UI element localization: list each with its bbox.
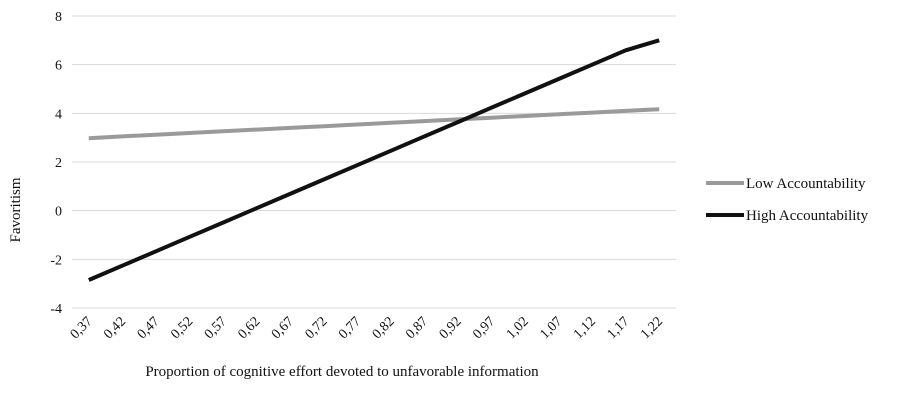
y-tick-label: -4 [50, 302, 62, 317]
y-tick-label: 4 [55, 107, 62, 122]
y-tick-label: 2 [55, 156, 62, 171]
x-tick-label: 0,42 [101, 314, 129, 342]
x-tick-label: 0,62 [235, 314, 263, 342]
legend: Low Accountability High Accountability [706, 176, 869, 224]
y-axis-ticks: -4 -2 0 2 4 6 8 [50, 10, 62, 317]
legend-label: Low Accountability [746, 176, 866, 192]
gridlines [72, 15, 676, 309]
legend-label: High Accountability [746, 208, 869, 224]
series-line-0 [88, 107, 660, 141]
series-lines [88, 38, 660, 282]
x-tick-label: 1,22 [638, 314, 666, 342]
x-tick-label: 0,72 [303, 314, 331, 342]
y-tick-label: 6 [55, 59, 62, 74]
x-tick-label: 0,47 [135, 314, 163, 342]
x-tick-label: 0,97 [470, 314, 498, 342]
x-axis-ticks: 0,37 0,42 0,47 0,52 0,57 0,62 0,67 0,72 0,77 0,82… [68, 314, 666, 342]
y-tick-label: 0 [55, 205, 62, 220]
x-tick-label: 1,17 [605, 314, 633, 342]
x-tick-label: 0,67 [269, 314, 297, 342]
x-tick-label: 1,12 [571, 314, 599, 342]
x-tick-label: 0,52 [168, 314, 196, 342]
y-tick-label: 8 [55, 10, 62, 25]
series-line-1 [88, 38, 660, 282]
x-tick-label: 1,07 [537, 314, 565, 342]
x-axis-title: Proportion of cognitive effort devoted t… [145, 364, 539, 380]
x-tick-label: 1,02 [504, 314, 532, 342]
x-tick-label: 0,92 [437, 314, 465, 342]
x-tick-label: 0,57 [202, 314, 230, 342]
x-tick-label: 0,77 [336, 314, 364, 342]
y-axis-title: Favoritism [8, 177, 24, 242]
y-tick-label: -2 [50, 253, 62, 268]
x-tick-label: 0,82 [370, 314, 398, 342]
x-tick-label: 0,87 [403, 314, 431, 342]
x-tick-label: 0,37 [68, 314, 96, 342]
